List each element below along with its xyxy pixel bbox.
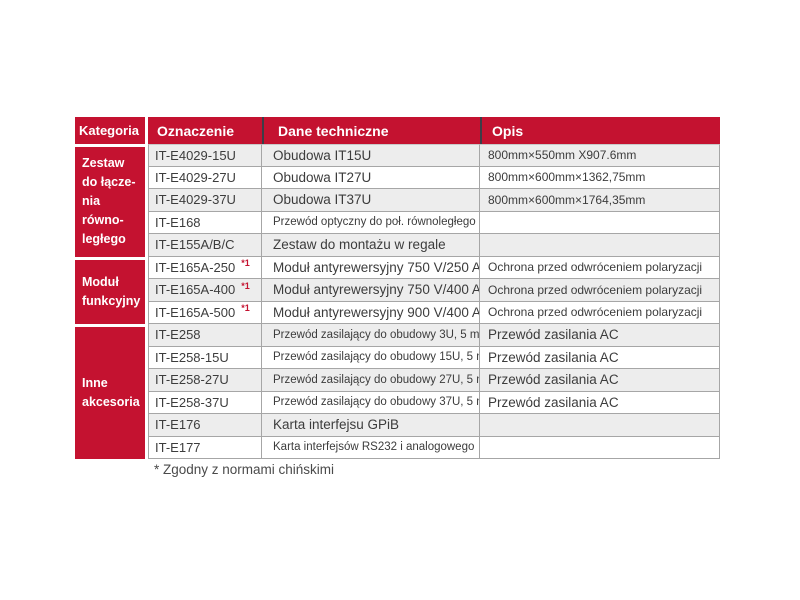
table-row: IT-E4029-27U Obudowa IT27U 800mm×600mm×136… (148, 166, 720, 189)
opis-cell: Przewód zasilania AC (480, 391, 720, 414)
product-code: IT-E258-15U (155, 349, 229, 365)
table-body: Oznaczenie Dane techniczne Opis IT-E4029… (148, 117, 720, 459)
footnote-marker: *1 (241, 258, 250, 269)
table-row: IT-E258-27U Przewód zasilający do obudowy… (148, 369, 720, 392)
table-row: IT-E155A/B/C Zestaw do montażu w regale (148, 234, 720, 257)
dane-techniczne-cell: Karta interfejsu GPiB (262, 414, 480, 437)
product-code: IT-E4029-27U (155, 169, 236, 185)
category-line: Zestaw (82, 156, 125, 171)
opis-cell (480, 436, 720, 459)
footnote-marker: *1 (241, 303, 250, 314)
product-code: IT-E4029-37U (155, 192, 236, 208)
product-code: IT-E155A/B/C (155, 237, 235, 253)
dane-techniczne-cell: Obudowa IT27U (262, 166, 480, 189)
product-code: IT-E177 (155, 439, 201, 455)
dane-techniczne-cell: Przewód zasilający do obudowy 27U, 5 m* (262, 369, 480, 392)
category-block: Inne akcesoria (75, 324, 145, 459)
oznaczenie-cell: IT-E165A-250 *1 (148, 256, 262, 279)
opis-cell: Przewód zasilania AC (480, 346, 720, 369)
table-row: IT-E258-37U Przewód zasilający do obudowy… (148, 391, 720, 414)
table-rows: IT-E4029-15U Obudowa IT15U 800mm×550mm X90… (148, 144, 720, 459)
opis-cell (480, 414, 720, 437)
product-code: IT-E258 (155, 327, 201, 343)
dane-techniczne-cell: Obudowa IT37U (262, 189, 480, 212)
oznaczenie-cell: IT-E258 (148, 324, 262, 347)
category-line: nia równo- (82, 194, 124, 228)
table-row: IT-E177 Karta interfejsów RS232 i analogo… (148, 436, 720, 459)
oznaczenie-cell: IT-E165A-400 *1 (148, 279, 262, 302)
oznaczenie-cell: IT-E168 (148, 211, 262, 234)
column-header-oznaczenie: Oznaczenie (148, 117, 262, 144)
oznaczenie-cell: IT-E4029-27U (148, 166, 262, 189)
oznaczenie-cell: IT-E258-15U (148, 346, 262, 369)
opis-cell: Przewód zasilania AC (480, 369, 720, 392)
table-row: IT-E165A-400 *1 Moduł antyrewersyjny 750 V… (148, 279, 720, 302)
table-row: IT-E258 Przewód zasilający do obudowy 3U,… (148, 324, 720, 347)
table-row: IT-E4029-37U Obudowa IT37U 800mm×600mm×176… (148, 189, 720, 212)
category-line: ległego (82, 232, 126, 247)
opis-cell (480, 234, 720, 257)
dane-techniczne-cell: Przewód zasilający do obudowy 15U, 5 m* (262, 346, 480, 369)
dane-techniczne-cell: Moduł antyrewersyjny 750 V/400 A (262, 279, 480, 302)
column-header-opis: Opis (480, 117, 720, 144)
table-row: IT-E165A-500 *1 Moduł antyrewersyjny 900 V… (148, 301, 720, 324)
oznaczenie-cell: IT-E4029-15U (148, 144, 262, 167)
product-code: IT-E165A-250 (155, 259, 236, 275)
category-line: funkcyjny (82, 293, 141, 308)
oznaczenie-cell: IT-E258-37U (148, 391, 262, 414)
category-line: Moduł (82, 274, 119, 289)
column-header-dane-techniczne: Dane techniczne (262, 117, 480, 144)
category-line: akcesoria (82, 395, 140, 409)
product-code: IT-E168 (155, 214, 201, 230)
product-code: IT-E176 (155, 417, 201, 433)
table-header-row: Oznaczenie Dane techniczne Opis (148, 117, 720, 144)
footnote-marker: *1 (241, 280, 250, 291)
dane-techniczne-cell: Przewód zasilający do obudowy 37U, 5 m* (262, 391, 480, 414)
table-row: IT-E165A-250 *1 Moduł antyrewersyjny 750 V… (148, 256, 720, 279)
accessories-table: Kategoria Zestaw do łącze-nia równo-ległe… (75, 117, 720, 459)
table-row: IT-E258-15U Przewód zasilający do obudowy… (148, 346, 720, 369)
product-code: IT-E165A-500 (155, 304, 236, 320)
footnote: * Zgodny z normami chińskimi (154, 462, 335, 477)
oznaczenie-cell: IT-E165A-500 *1 (148, 301, 262, 324)
product-code: IT-E258-37U (155, 394, 229, 410)
opis-cell (480, 211, 720, 234)
dane-techniczne-cell: Moduł antyrewersyjny 750 V/250 A (262, 256, 480, 279)
opis-cell: Ochrona przed odwróceniem polaryzacji (480, 301, 720, 324)
category-line: Inne (82, 376, 108, 390)
dane-techniczne-cell: Zestaw do montażu w regale (262, 234, 480, 257)
table-row: IT-E176 Karta interfejsu GPiB (148, 414, 720, 437)
opis-cell: Przewód zasilania AC (480, 324, 720, 347)
oznaczenie-cell: IT-E155A/B/C (148, 234, 262, 257)
column-header-kategoria: Kategoria (75, 117, 145, 144)
dane-techniczne-cell: Przewód optyczny do poł. równoległego (262, 211, 480, 234)
product-code: IT-E258-27U (155, 372, 229, 388)
opis-cell: 800mm×600mm×1764,35mm (480, 189, 720, 212)
table-row: IT-E4029-15U Obudowa IT15U 800mm×550mm X90… (148, 144, 720, 167)
oznaczenie-cell: IT-E258-27U (148, 369, 262, 392)
dane-techniczne-cell: Przewód zasilający do obudowy 3U, 5 m* (262, 324, 480, 347)
dane-techniczne-cell: Obudowa IT15U (262, 144, 480, 167)
opis-cell: 800mm×550mm X907.6mm (480, 144, 720, 167)
dane-techniczne-cell: Moduł antyrewersyjny 900 V/400 A (262, 301, 480, 324)
dane-techniczne-cell: Karta interfejsów RS232 i analogowego (262, 436, 480, 459)
opis-cell: Ochrona przed odwróceniem polaryzacji (480, 256, 720, 279)
oznaczenie-cell: IT-E176 (148, 414, 262, 437)
product-code: IT-E4029-15U (155, 147, 236, 163)
category-column: Kategoria Zestaw do łącze-nia równo-ległe… (75, 117, 145, 459)
table-row: IT-E168 Przewód optyczny do poł. równoleg… (148, 211, 720, 234)
product-code: IT-E165A-400 (155, 282, 236, 298)
oznaczenie-cell: IT-E177 (148, 436, 262, 459)
opis-cell: 800mm×600mm×1362,75mm (480, 166, 720, 189)
oznaczenie-cell: IT-E4029-37U (148, 189, 262, 212)
category-line: do łącze- (82, 175, 136, 190)
category-block: Moduł funkcyjny (75, 256, 145, 324)
category-block: Zestaw do łącze-nia równo-ległego (75, 144, 145, 257)
category-column-blocks: Zestaw do łącze-nia równo-ległego Moduł fun… (75, 144, 145, 459)
opis-cell: Ochrona przed odwróceniem polaryzacji (480, 279, 720, 302)
